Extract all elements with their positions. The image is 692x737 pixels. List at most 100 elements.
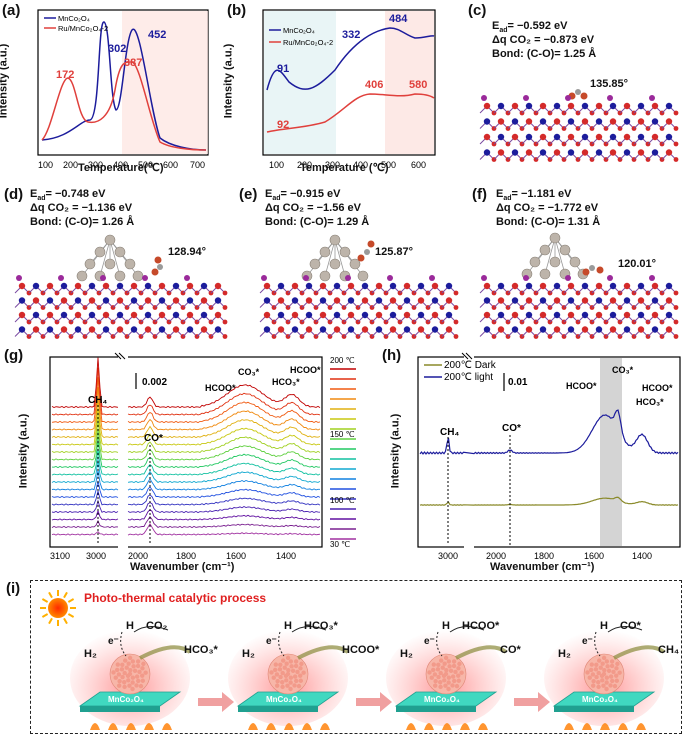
energy-e: Ead= −0.915 eV: [265, 188, 341, 203]
panel-label-c: (c): [468, 2, 487, 19]
spectrum-line: [51, 357, 321, 409]
tick-b-2: 300: [325, 160, 340, 170]
spectrum-line: [51, 438, 321, 469]
panel-c: (c) Ead= −0.592 eV Δq CO₂ = −0.873 eV Bo…: [460, 0, 692, 175]
spectrum-line: [51, 509, 321, 521]
spectrum-line: [51, 499, 321, 514]
panel-d: (d) Ead= −0.748 eV Δq CO₂ = −1.136 eV Bo…: [0, 180, 235, 340]
spectrum-line: [51, 490, 321, 506]
panel-label-a: (a): [2, 2, 21, 19]
step-h2-label: H₂: [242, 648, 255, 660]
xlabel-h: Wavenumber (cm⁻¹): [490, 561, 595, 573]
step-h-label: H: [442, 620, 450, 632]
tick-g-3: 1800: [176, 551, 196, 561]
temp-g-100: 100 ℃: [330, 496, 355, 505]
peak-b-92: 92: [277, 119, 289, 131]
tick-g-1: 3000: [86, 551, 106, 561]
panel-label-d: (d): [4, 186, 24, 203]
angle-f: 120.01°: [618, 258, 657, 270]
panel-label-i: (i): [6, 580, 21, 597]
peak-a-302: 302: [108, 43, 126, 55]
angle-c: 135.85°: [590, 78, 629, 90]
tick-h-4: 1400: [632, 551, 652, 561]
tick-a-1: 200: [63, 160, 78, 170]
step-product-a: HCO₃*: [304, 620, 338, 632]
charge-f: Δq CO₂ = −1.772 eV: [496, 202, 599, 214]
spectrum-line: [51, 515, 321, 529]
tick-g-0: 3100: [50, 551, 70, 561]
tick-b-0: 100: [269, 160, 284, 170]
spectrum-line: [51, 459, 321, 484]
panel-b: (b) 100 200 300 400 500 600 MnCo₂O₄ Ru/M…: [222, 0, 440, 175]
ru-cluster: [521, 232, 589, 280]
crystal-slab: [259, 275, 459, 339]
spectrum-line: [51, 480, 321, 499]
spectrum-line: [51, 397, 321, 439]
process-step: [228, 626, 392, 730]
tick-b-1: 200: [297, 160, 312, 170]
legend-a-1: Ru/MnCo₂O₄-2: [58, 24, 108, 33]
tick-g-4: 1600: [226, 551, 246, 561]
slab-f: [479, 232, 679, 339]
tick-b-5: 600: [411, 160, 426, 170]
label-g-co3: CO₃*: [238, 367, 260, 377]
panel-label-h: (h): [382, 347, 402, 364]
crystal-slab: [14, 275, 228, 339]
ylabel-g: Intensity (a.u.): [17, 413, 30, 489]
xlabel-a: Temperature(℃): [78, 162, 164, 174]
co2-molecule-f: [582, 265, 604, 276]
tick-b-4: 500: [381, 160, 396, 170]
peak-a-172: 172: [56, 69, 74, 81]
charge-c: Δq CO₂ = −0.873 eV: [492, 34, 595, 46]
step-electron-label: e⁻: [266, 636, 277, 647]
drifts-chart-h: 200℃ Dark 200℃ light 0.01 CH₄ CO* HCOO* …: [417, 352, 681, 561]
step-product-a: CO*: [620, 620, 641, 632]
spectrum-line: [51, 523, 321, 536]
ylabel-a: Intensity (a.u.): [0, 43, 10, 119]
tick-h-1: 2000: [486, 551, 506, 561]
panel-g: (g) 0.002 CH₄ CO* HCOO* CO₃* HCO₃* HCOO*…: [0, 345, 365, 575]
spectrum-line: [51, 429, 321, 461]
panel-label-f: (f): [472, 186, 487, 203]
scale-g: 0.002: [142, 377, 167, 388]
step-h-label: H: [600, 620, 608, 632]
tick-a-2: 300: [88, 160, 103, 170]
bond-c: Bond: (C-O)= 1.25 Å: [492, 48, 597, 60]
spectrum-line: [51, 408, 321, 446]
slab-e: [259, 234, 459, 339]
panel-label-g: (g): [4, 347, 24, 364]
legend-b-0: MnCo₂O₄: [283, 26, 315, 35]
tick-h-0: 3000: [438, 551, 458, 561]
substrate-label: MnCo₂O₄: [582, 695, 618, 704]
process-step: [70, 626, 234, 730]
label-h-hcoo2: HCOO*: [642, 383, 673, 393]
process-title: Photo-thermal catalytic process: [84, 591, 267, 605]
process-step: [386, 626, 550, 730]
step-h2-label: H₂: [558, 648, 571, 660]
crystal-slab: [479, 275, 679, 339]
label-h-co3: CO₃*: [612, 365, 634, 375]
label-h-co: CO*: [502, 423, 521, 434]
peak-a-452: 452: [148, 29, 166, 41]
peak-b-332: 332: [342, 29, 360, 41]
panel-f: (f) Ead= −1.181 eV Δq CO₂ = −1.772 eV Bo…: [470, 180, 692, 340]
panel-e: (e) Ead= −0.915 eV Δq CO₂ = −1.56 eV Bon…: [235, 180, 470, 340]
tick-g-2: 2000: [128, 551, 148, 561]
scale-h: 0.01: [508, 377, 528, 388]
drifts-chart-g: 0.002 CH₄ CO* HCOO* CO₃* HCO₃* HCOO* 310…: [49, 352, 356, 561]
substrate-label: MnCo₂O₄: [424, 695, 460, 704]
label-g-co: CO*: [144, 433, 163, 444]
step-product-b: HCO₃*: [184, 644, 218, 656]
sun-icon: [40, 590, 76, 626]
label-g-hco3: HCO₃*: [272, 377, 300, 387]
tpd-chart-b: 100 200 300 400 500 600 MnCo₂O₄ Ru/MnCo₂…: [262, 9, 436, 170]
spectrum-line: [51, 377, 321, 424]
legend-h-0: 200℃ Dark: [444, 360, 497, 371]
step-h2-label: H₂: [84, 648, 97, 660]
step-product-b: HCOO*: [342, 644, 380, 656]
legend-h-1: 200℃ light: [444, 372, 493, 383]
temp-g-200: 200 ℃: [330, 356, 355, 365]
step-electron-label: e⁻: [108, 636, 119, 647]
angle-d: 128.94°: [168, 246, 207, 258]
